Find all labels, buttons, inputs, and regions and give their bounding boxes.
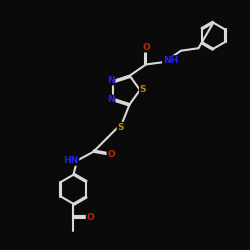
Text: O: O: [107, 150, 115, 159]
Text: N: N: [107, 76, 115, 85]
Text: S: S: [118, 122, 124, 132]
Text: NH: NH: [163, 56, 178, 65]
Text: HN: HN: [63, 156, 78, 165]
Text: N: N: [107, 95, 115, 104]
Text: S: S: [140, 86, 146, 94]
Text: O: O: [142, 43, 150, 52]
Text: O: O: [86, 213, 94, 222]
